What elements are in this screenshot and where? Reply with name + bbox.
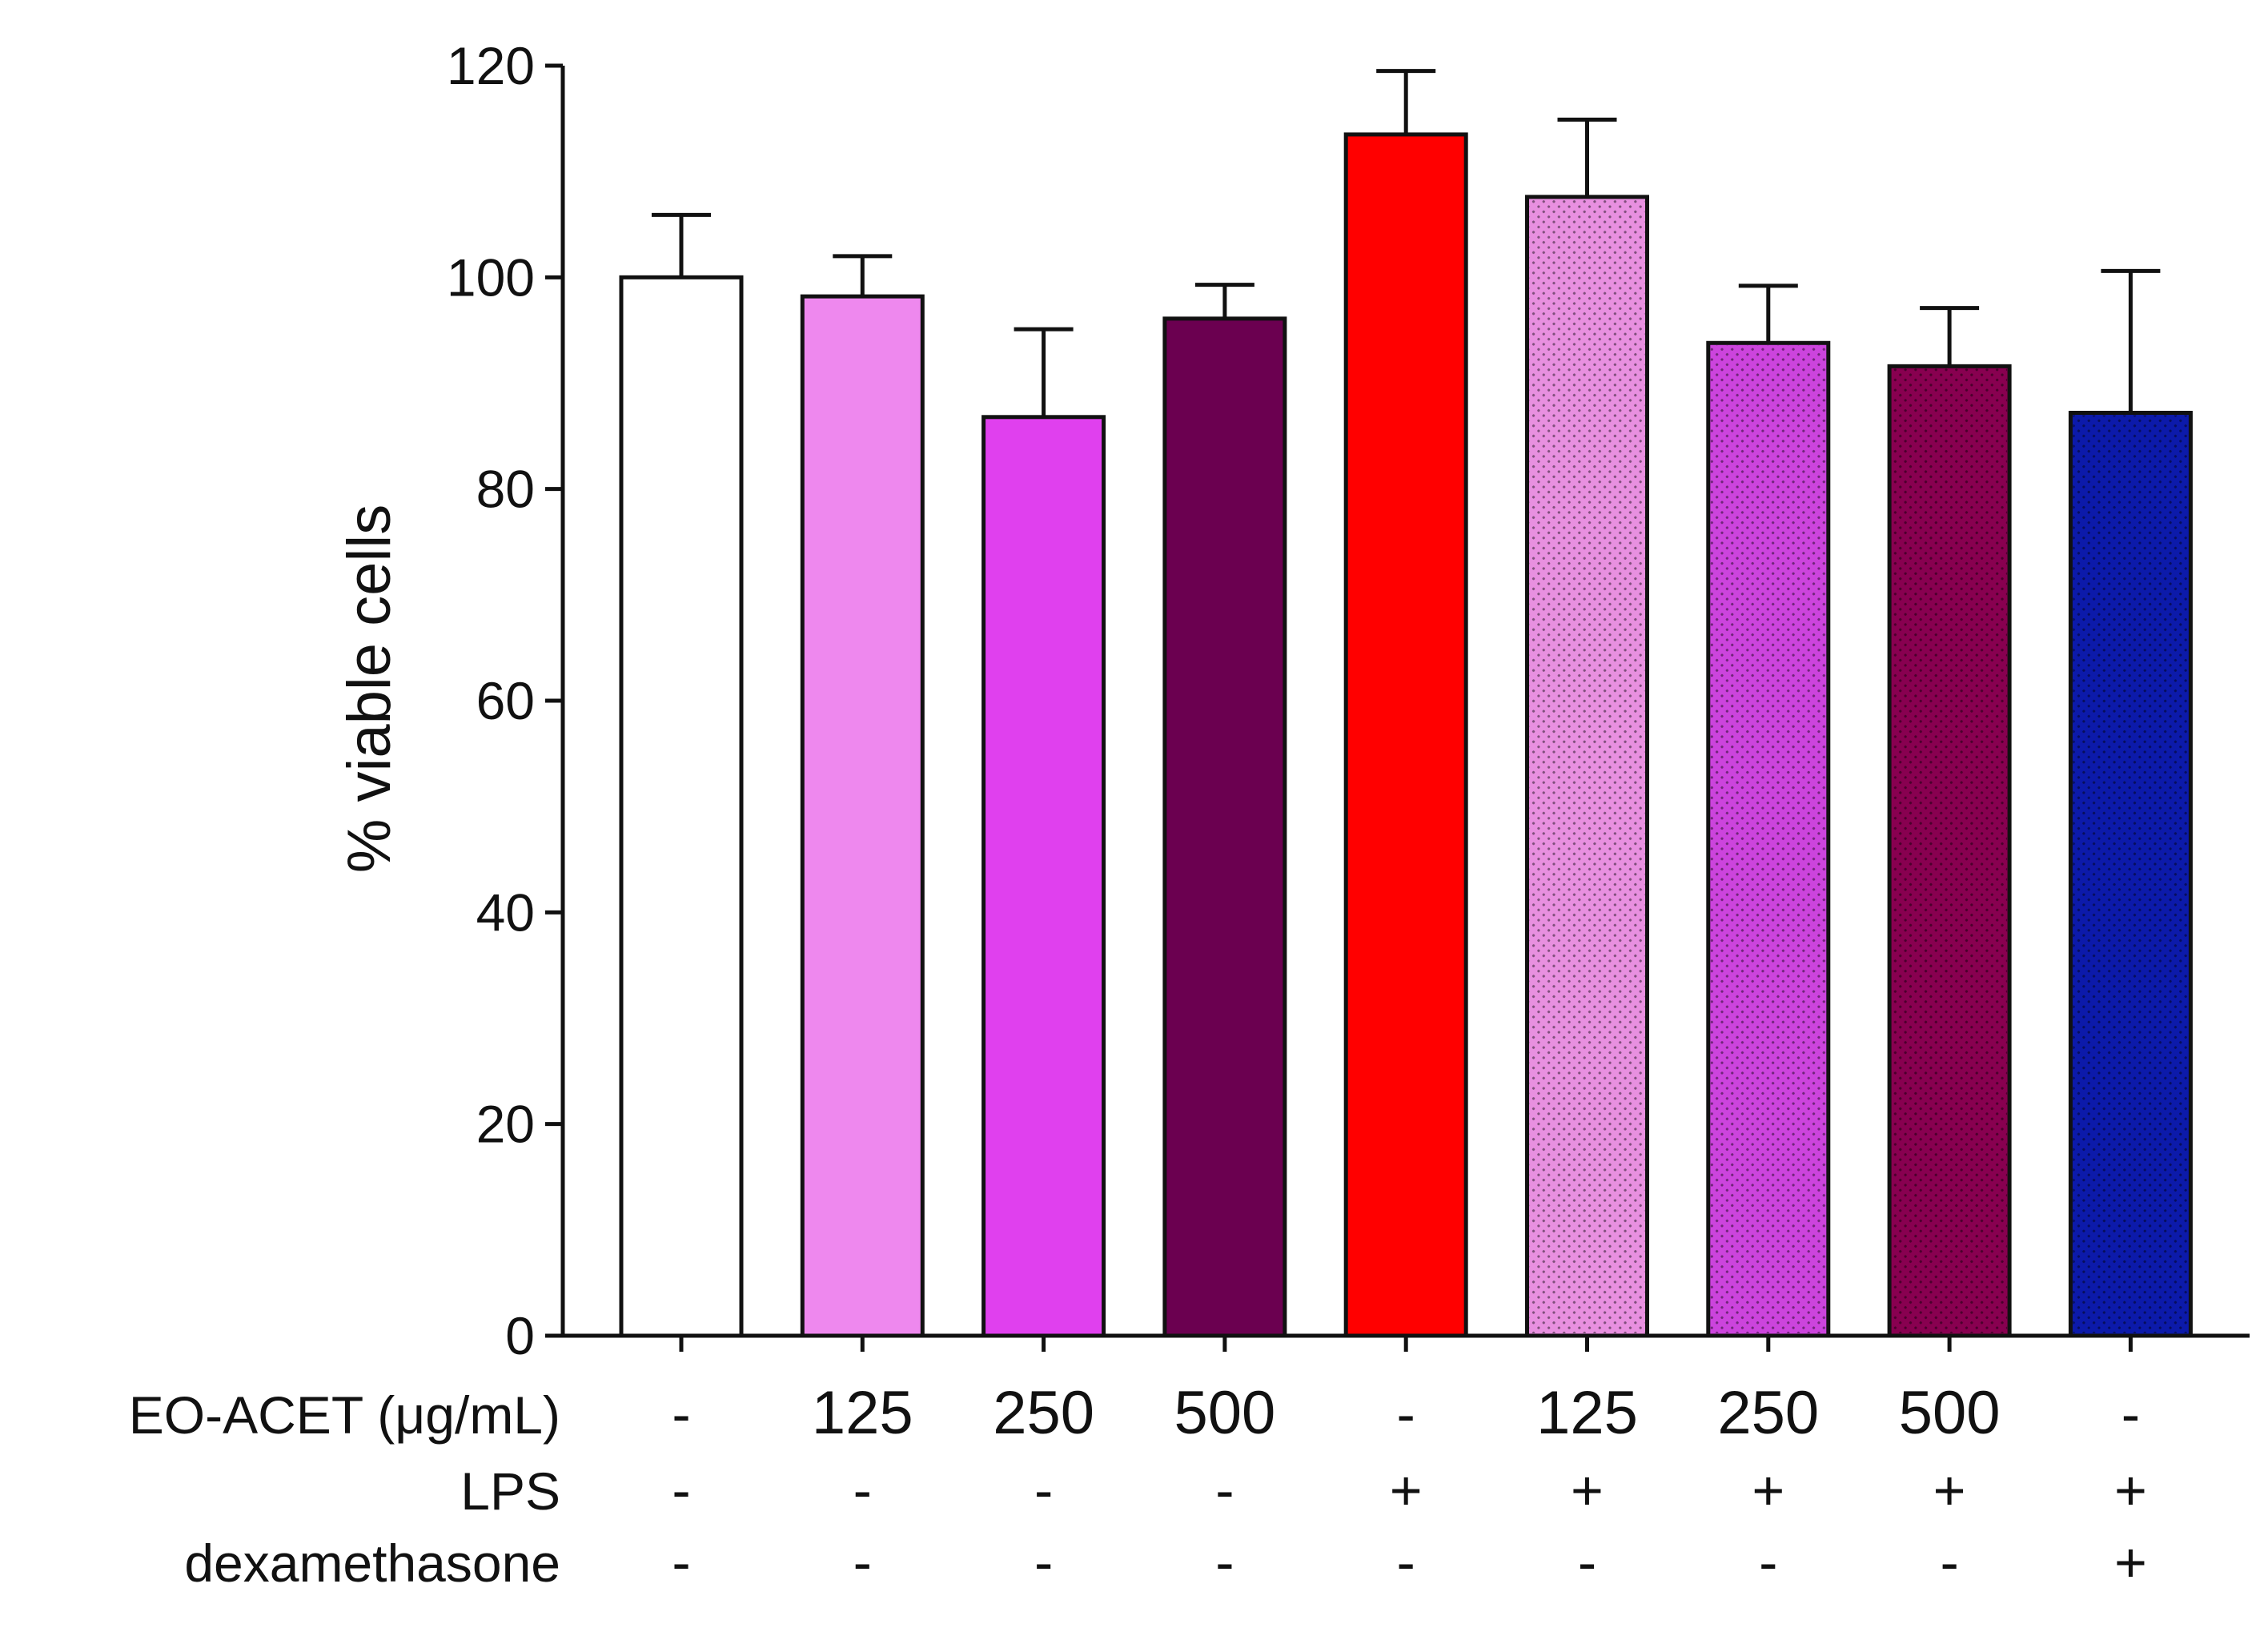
y-axis: 0 20 40 60 80 100 120 (447, 36, 565, 1365)
condition-value: - (1397, 1383, 1415, 1445)
condition-value: - (1034, 1531, 1053, 1594)
condition-value: - (1578, 1531, 1596, 1594)
condition-label: EO-ACET (μg/mL) (129, 1385, 560, 1445)
condition-value: - (853, 1531, 872, 1594)
condition-value: - (672, 1383, 690, 1445)
condition-value: + (2114, 1531, 2147, 1594)
condition-value: - (2121, 1383, 2140, 1445)
y-tick-label: 100 (447, 247, 535, 307)
y-tick-label: 80 (476, 460, 535, 519)
condition-value: - (672, 1459, 690, 1521)
condition-value: + (1752, 1459, 1784, 1521)
bar (800, 294, 925, 1338)
condition-value: - (1215, 1459, 1234, 1521)
condition-value: + (2114, 1459, 2147, 1521)
condition-value: - (1034, 1459, 1053, 1521)
y-tick-label: 40 (476, 882, 535, 942)
bar-pattern (1892, 368, 2008, 1334)
condition-value: 500 (1899, 1379, 2001, 1447)
bar (619, 275, 744, 1338)
condition-value: 125 (812, 1379, 913, 1447)
condition-value: - (1940, 1531, 1958, 1594)
condition-value: - (1759, 1531, 1777, 1594)
bar (1162, 316, 1287, 1338)
bar-pattern (1529, 199, 1645, 1333)
y-tick-label: 20 (476, 1095, 535, 1154)
condition-value: - (1215, 1531, 1234, 1594)
bars (619, 69, 2193, 1338)
bar-pattern (1710, 345, 1826, 1334)
y-tick-label: 0 (505, 1306, 535, 1365)
condition-value: 250 (1717, 1379, 1819, 1447)
bar-pattern (2073, 415, 2189, 1334)
y-tick-label: 60 (476, 671, 535, 730)
condition-value: - (1397, 1531, 1415, 1594)
bar (1343, 132, 1468, 1338)
condition-value: 250 (993, 1379, 1094, 1447)
y-tick-label: 120 (447, 36, 535, 95)
condition-value: - (853, 1459, 872, 1521)
condition-table: EO-ACET (μg/mL) - 125 250 500 - 125 250 500 - LPS -… (129, 1379, 2147, 1594)
condition-value: + (1571, 1459, 1604, 1521)
y-axis-label: % viable cells (335, 504, 403, 873)
condition-value: + (1933, 1459, 1966, 1521)
condition-value: 125 (1536, 1379, 1638, 1447)
condition-value: - (672, 1531, 690, 1594)
condition-label: LPS (460, 1461, 560, 1521)
condition-label: dexamethasone (184, 1534, 560, 1593)
x-axis (563, 1333, 2250, 1352)
bar (981, 415, 1106, 1338)
condition-value: + (1390, 1459, 1423, 1521)
condition-value: 500 (1174, 1379, 1275, 1447)
